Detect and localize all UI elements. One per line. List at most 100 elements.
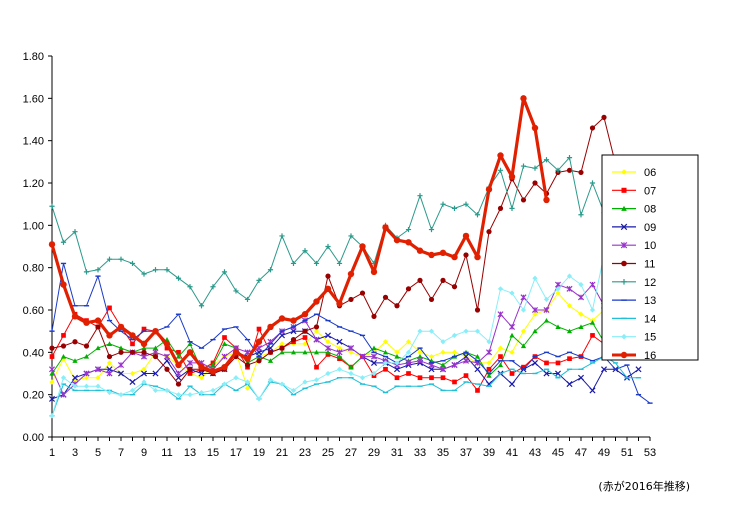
data-point — [429, 375, 434, 381]
data-point — [382, 339, 389, 345]
y-tick-label: 1.60 — [23, 93, 44, 105]
data-point — [566, 285, 573, 292]
data-point — [83, 383, 90, 389]
data-point — [141, 366, 147, 372]
data-point — [440, 362, 446, 368]
data-point — [416, 247, 424, 254]
data-point — [60, 281, 67, 288]
data-point — [72, 383, 78, 389]
legend-entry-07: 07 — [612, 185, 656, 197]
data-point — [301, 311, 309, 318]
data-point — [48, 366, 56, 373]
data-point — [186, 349, 194, 356]
data-point — [210, 362, 216, 368]
data-point — [106, 353, 113, 360]
data-point — [210, 284, 216, 290]
x-tick-label: 1 — [49, 447, 55, 459]
y-tick-label: 0.60 — [23, 305, 44, 317]
data-point — [175, 392, 182, 398]
data-point — [209, 368, 217, 375]
data-point — [61, 333, 66, 338]
data-point — [600, 366, 608, 373]
data-point — [486, 229, 492, 235]
data-point — [336, 353, 343, 359]
data-point — [290, 337, 297, 343]
data-point — [325, 370, 331, 377]
data-point — [267, 358, 274, 363]
data-point — [566, 328, 573, 334]
data-point — [371, 370, 377, 377]
data-point — [72, 377, 78, 383]
data-point — [187, 284, 193, 290]
data-point — [555, 290, 561, 296]
series-layer — [48, 95, 653, 419]
data-point — [532, 165, 538, 171]
legend-label: 07 — [644, 185, 656, 197]
data-point — [72, 229, 78, 235]
data-point — [555, 286, 561, 292]
data-point — [152, 345, 159, 351]
legend-box — [601, 154, 699, 361]
data-point — [566, 381, 573, 388]
y-tick-label: 0.00 — [23, 432, 44, 444]
data-point — [451, 362, 458, 369]
data-point — [394, 360, 400, 366]
y-tick-label: 1.00 — [23, 220, 44, 232]
legend-swatch-marker — [621, 169, 627, 175]
data-point — [417, 375, 423, 381]
data-point — [589, 125, 596, 131]
data-point — [543, 317, 550, 323]
data-point — [176, 349, 181, 355]
data-point — [394, 349, 400, 355]
data-point — [314, 364, 319, 370]
data-point — [452, 379, 457, 385]
legend-swatch-marker — [620, 241, 628, 249]
data-point — [164, 345, 170, 351]
data-point — [428, 251, 435, 259]
data-point — [279, 381, 285, 387]
data-point — [497, 311, 504, 318]
data-point — [520, 95, 527, 102]
legend-label: 09 — [644, 222, 656, 234]
data-point — [474, 212, 481, 218]
series-line-07 — [51, 307, 639, 391]
data-point — [221, 381, 228, 387]
x-tick-label: 51 — [621, 447, 633, 459]
data-point — [486, 366, 492, 372]
data-point — [498, 354, 503, 359]
y-tick-label: 0.20 — [23, 390, 44, 402]
data-point — [521, 364, 526, 370]
legend-label: 11 — [644, 259, 655, 271]
data-point — [118, 349, 124, 355]
data-point — [428, 296, 435, 303]
data-point — [49, 413, 55, 419]
data-point — [83, 370, 90, 377]
data-point — [83, 375, 90, 381]
data-point — [313, 349, 320, 355]
data-point — [509, 349, 515, 355]
legend-entry-09: 09 — [612, 222, 656, 234]
data-point — [152, 353, 159, 360]
x-tick-label: 43 — [529, 447, 541, 459]
data-point — [244, 355, 251, 362]
data-point — [474, 353, 481, 359]
data-point — [543, 296, 550, 303]
data-point — [290, 260, 297, 267]
data-point — [520, 294, 527, 301]
data-point — [578, 311, 584, 317]
data-point — [348, 349, 354, 355]
data-point — [359, 243, 366, 250]
x-tick-label: 3 — [72, 447, 78, 459]
legend-entry-06: 06 — [612, 167, 656, 179]
data-point — [577, 294, 585, 301]
data-point — [302, 335, 308, 340]
data-point — [118, 392, 124, 398]
data-point — [578, 324, 584, 330]
data-point — [531, 359, 539, 366]
data-point — [566, 273, 573, 279]
legend-entry-10: 10 — [612, 240, 656, 252]
data-point — [520, 163, 527, 169]
data-point — [543, 370, 550, 377]
data-point — [141, 349, 147, 355]
data-point — [325, 339, 331, 345]
